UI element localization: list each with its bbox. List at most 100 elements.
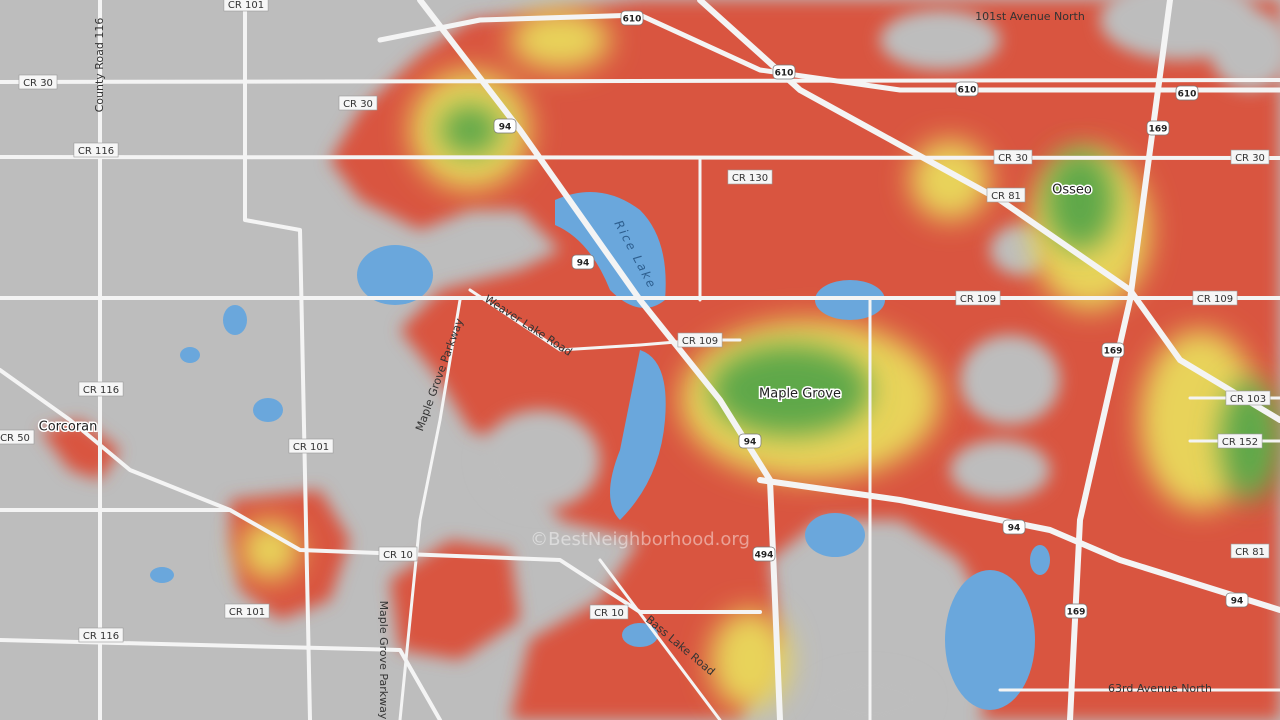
road-label-box: CR 81 — [1230, 543, 1270, 559]
shield-label: 610 — [623, 15, 642, 25]
road-label-box: CR 81 — [986, 187, 1026, 203]
road-label: CR 116 — [83, 385, 119, 396]
place-label: Osseo — [1052, 183, 1092, 198]
road-label-box: CR 116 — [78, 381, 124, 397]
road-label-box: CR 116 — [73, 142, 119, 158]
road-label-bg — [18, 74, 58, 90]
road-label-bg — [677, 332, 723, 348]
road-label-bg — [378, 546, 418, 562]
highway-shield: 94 — [571, 254, 595, 270]
road-label: CR 109 — [1197, 294, 1233, 305]
road-label: CR 30 — [1235, 153, 1265, 164]
highway-shield: 610 — [620, 10, 644, 26]
road-label-bg — [1217, 433, 1263, 449]
road-label: CR 116 — [83, 631, 119, 642]
road-label: CR 152 — [1222, 437, 1258, 448]
shield-label: 169 — [1104, 347, 1123, 357]
road-label-bg — [0, 429, 35, 445]
road-label-bg — [1225, 390, 1271, 406]
shield-label: 169 — [1149, 125, 1168, 135]
shield-label: 94 — [1008, 524, 1021, 534]
place-label: Maple Grove — [759, 387, 841, 402]
road-label: CR 116 — [78, 146, 114, 157]
road-label-bg — [78, 381, 124, 397]
shield-label: 494 — [755, 551, 774, 561]
highway-shield: 94 — [738, 433, 762, 449]
road-label-box: CR 103 — [1225, 390, 1271, 406]
road-label-box: CR 130 — [727, 169, 773, 185]
road-label-box: CR 30 — [18, 74, 58, 90]
road-label: CR 50 — [0, 433, 30, 444]
shield-label: 94 — [1231, 597, 1244, 607]
shield-label: 94 — [744, 438, 757, 448]
heat-gray-holes — [480, 0, 1280, 720]
road-label-bg — [288, 438, 334, 454]
shield-label: 610 — [958, 86, 977, 96]
road-label: CR 109 — [682, 336, 718, 347]
street-label: County Road 116 — [93, 18, 106, 113]
road-label: CR 109 — [960, 294, 996, 305]
road-label-bg — [73, 142, 119, 158]
shield-label: 169 — [1067, 608, 1086, 618]
road-label-box: CR 109 — [677, 332, 723, 348]
road-label-box: CR 30 — [338, 95, 378, 111]
road-label-bg — [338, 95, 378, 111]
road-label-bg — [224, 603, 270, 619]
road-label-bg — [727, 169, 773, 185]
road-label: CR 101 — [293, 442, 329, 453]
road-label-box: CR 109 — [955, 290, 1001, 306]
shield-label: 94 — [577, 259, 590, 269]
shield-bg — [752, 546, 776, 562]
highway-shield: 94 — [1225, 592, 1249, 608]
road-label-bg — [589, 604, 629, 620]
road-label-bg — [993, 149, 1033, 165]
shield-bg — [571, 254, 595, 270]
shield-bg — [772, 64, 796, 80]
road-label-box: CR 30 — [993, 149, 1033, 165]
road-label: CR 81 — [1235, 547, 1265, 558]
highway-shield: 169 — [1101, 342, 1125, 358]
highway-shield: 610 — [955, 81, 979, 97]
road-label: CR 101 — [229, 607, 265, 618]
shield-bg — [620, 10, 644, 26]
place-label: Corcoran — [39, 420, 98, 435]
shield-bg — [1002, 519, 1026, 535]
highway-shield: 94 — [493, 118, 517, 134]
shield-label: 94 — [499, 123, 512, 133]
road-label-box: CR 101 — [223, 0, 269, 12]
road-label-box: CR 116 — [78, 627, 124, 643]
highway-shield: 169 — [1064, 603, 1088, 619]
street-label: Maple Grove Parkway — [377, 601, 390, 720]
road-label-bg — [986, 187, 1026, 203]
highway-shield: 494 — [752, 546, 776, 562]
road-label-box: CR 101 — [224, 603, 270, 619]
road-label: CR 103 — [1230, 394, 1266, 405]
road-label: CR 81 — [991, 191, 1021, 202]
road-label-bg — [1230, 149, 1270, 165]
road-label-box: CR 50 — [0, 429, 35, 445]
shield-label: 610 — [1178, 90, 1197, 100]
road-label: CR 30 — [23, 78, 53, 89]
road-label-bg — [223, 0, 269, 12]
road-label-box: CR 10 — [378, 546, 418, 562]
street-label: 63rd Avenue North — [1108, 682, 1212, 695]
highway-shield: 610 — [772, 64, 796, 80]
road-label-bg — [1230, 543, 1270, 559]
road-label-box: CR 109 — [1192, 290, 1238, 306]
shield-bg — [955, 81, 979, 97]
shield-bg — [738, 433, 762, 449]
street-label: 101st Avenue North — [975, 10, 1085, 23]
road-label-box: CR 10 — [589, 604, 629, 620]
shield-label: 610 — [775, 69, 794, 79]
road-label: CR 30 — [343, 99, 373, 110]
shield-bg — [493, 118, 517, 134]
shield-bg — [1101, 342, 1125, 358]
highway-shield: 94 — [1002, 519, 1026, 535]
road-label: CR 10 — [594, 608, 624, 619]
road-label-box: CR 152 — [1217, 433, 1263, 449]
road-label: CR 10 — [383, 550, 413, 561]
road-label-box: CR 30 — [1230, 149, 1270, 165]
